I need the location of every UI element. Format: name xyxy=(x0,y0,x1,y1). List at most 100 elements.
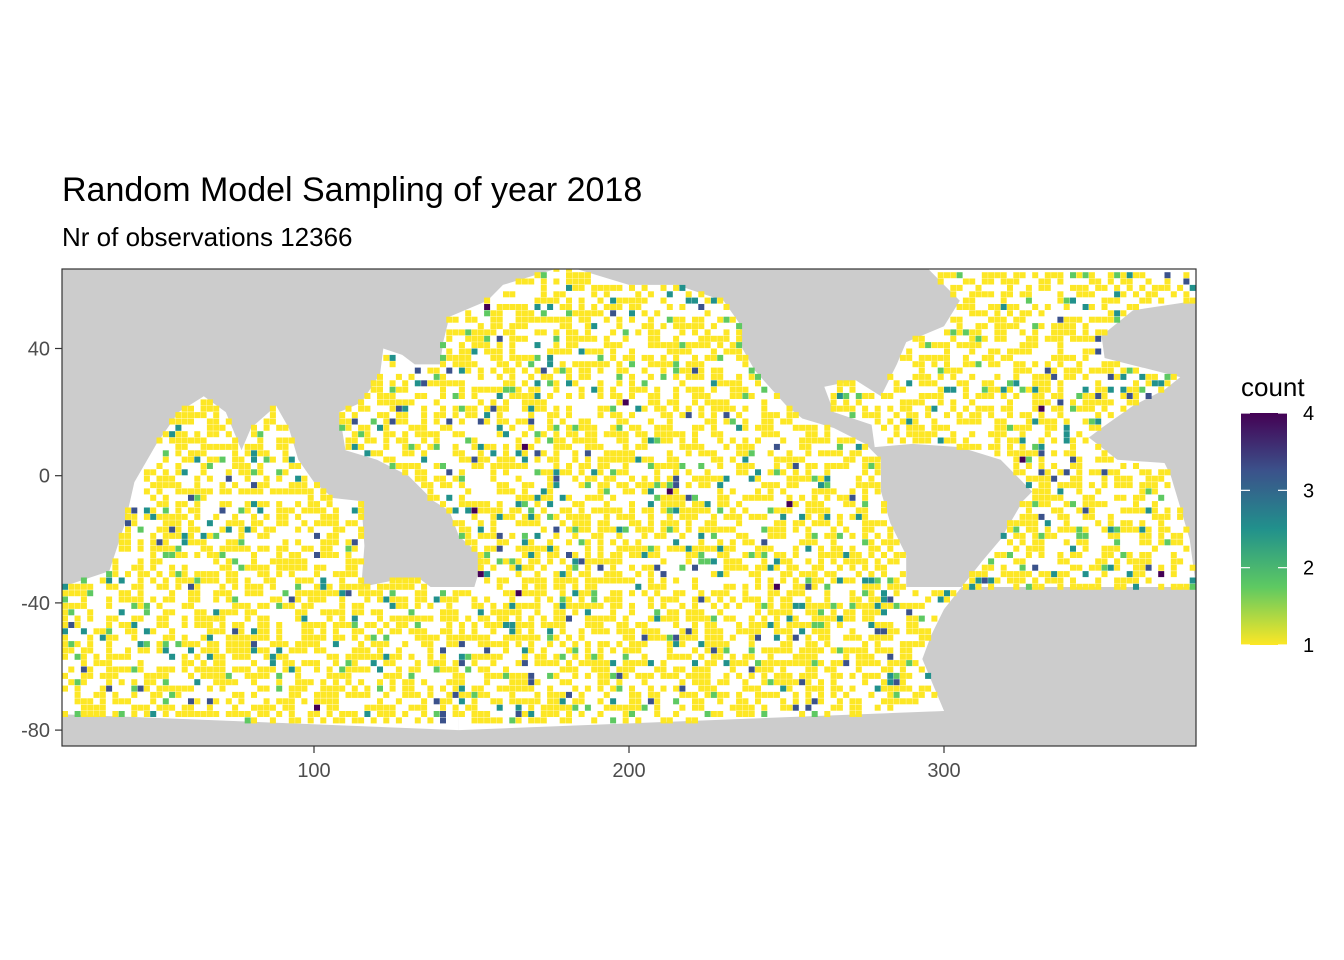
observation-cell xyxy=(616,373,623,380)
observation-cell xyxy=(458,405,465,412)
observation-cell xyxy=(1114,284,1121,291)
observation-cell xyxy=(830,463,837,469)
observation-cell xyxy=(326,539,333,546)
observation-cell xyxy=(610,310,617,317)
observation-cell xyxy=(862,641,869,648)
observation-cell xyxy=(641,552,648,558)
observation-cell xyxy=(597,412,604,419)
observation-cell xyxy=(471,539,478,546)
observation-cell xyxy=(1189,583,1196,590)
observation-cell xyxy=(629,711,635,717)
observation-cell xyxy=(786,641,793,648)
observation-cell xyxy=(194,475,201,482)
observation-cell xyxy=(276,641,283,648)
observation-cell xyxy=(1158,520,1165,527)
observation-cell xyxy=(238,526,245,533)
observation-cell xyxy=(269,660,276,667)
observation-cell xyxy=(496,386,503,393)
observation-cell xyxy=(566,615,572,622)
observation-cell xyxy=(698,316,705,323)
observation-cell xyxy=(1107,456,1114,463)
observation-cell xyxy=(773,526,780,533)
observation-cell xyxy=(1088,494,1095,501)
observation-cell xyxy=(994,361,1001,368)
observation-cell xyxy=(87,590,94,597)
observation-cell xyxy=(1025,424,1032,431)
observation-cell xyxy=(931,354,938,361)
observation-cell xyxy=(566,571,572,578)
observation-cell xyxy=(1057,329,1064,336)
observation-cell xyxy=(660,583,667,590)
observation-cell xyxy=(496,348,503,355)
observation-cell xyxy=(389,418,396,425)
observation-cell xyxy=(150,507,157,514)
observation-cell xyxy=(553,380,560,387)
legend-colorbar xyxy=(1241,413,1287,645)
observation-cell xyxy=(994,577,1001,584)
observation-cell xyxy=(641,431,648,438)
observation-cell xyxy=(503,431,509,438)
observation-cell xyxy=(912,373,919,380)
observation-cell xyxy=(622,399,629,406)
observation-cell xyxy=(969,304,976,310)
observation-cell xyxy=(805,672,812,679)
observation-cell xyxy=(1044,361,1051,368)
observation-cell xyxy=(761,482,768,489)
observation-cell xyxy=(591,494,598,501)
observation-cell xyxy=(547,354,554,361)
observation-cell xyxy=(408,424,415,431)
observation-cell xyxy=(704,329,711,336)
observation-cell xyxy=(490,507,497,514)
observation-cell xyxy=(874,463,881,469)
observation-cell xyxy=(307,577,314,584)
observation-cell xyxy=(692,679,698,686)
observation-cell xyxy=(175,685,182,692)
observation-cell xyxy=(855,660,862,667)
observation-cell xyxy=(1088,418,1095,425)
observation-cell xyxy=(610,405,617,412)
observation-cell xyxy=(402,418,409,425)
observation-cell xyxy=(616,552,623,558)
observation-cell xyxy=(181,634,188,641)
observation-cell xyxy=(515,361,522,368)
observation-cell xyxy=(654,393,661,399)
observation-cell xyxy=(414,634,421,641)
observation-cell xyxy=(143,602,150,609)
observation-cell xyxy=(742,552,749,558)
observation-cell xyxy=(591,622,598,628)
observation-cell xyxy=(1007,539,1013,546)
observation-cell xyxy=(383,641,390,648)
observation-cell xyxy=(843,615,850,622)
observation-cell xyxy=(1088,335,1095,342)
observation-cell xyxy=(666,291,673,298)
observation-cell xyxy=(282,602,289,609)
observation-cell xyxy=(773,672,780,679)
observation-cell xyxy=(843,609,850,616)
observation-cell xyxy=(805,513,812,520)
observation-cell xyxy=(452,679,459,686)
observation-cell xyxy=(200,634,207,641)
observation-cell xyxy=(698,672,705,679)
observation-cell xyxy=(950,399,957,406)
observation-cell xyxy=(786,628,793,635)
observation-cell xyxy=(452,393,459,399)
observation-cell xyxy=(1025,310,1032,317)
observation-cell xyxy=(137,564,144,571)
observation-cell xyxy=(906,424,913,431)
observation-cell xyxy=(584,558,591,565)
observation-cell xyxy=(780,596,787,603)
observation-cell xyxy=(824,615,831,622)
observation-cell xyxy=(673,507,680,514)
observation-cell xyxy=(584,571,591,578)
observation-cell xyxy=(540,310,547,317)
observation-cell xyxy=(597,558,604,565)
observation-cell xyxy=(1120,552,1127,558)
observation-cell xyxy=(181,660,188,667)
observation-cell xyxy=(80,704,87,711)
observation-cell xyxy=(1126,386,1133,393)
observation-cell xyxy=(402,399,409,406)
observation-cell xyxy=(780,526,787,533)
observation-cell xyxy=(257,437,264,444)
observation-cell xyxy=(805,641,812,648)
observation-cell xyxy=(206,653,213,660)
